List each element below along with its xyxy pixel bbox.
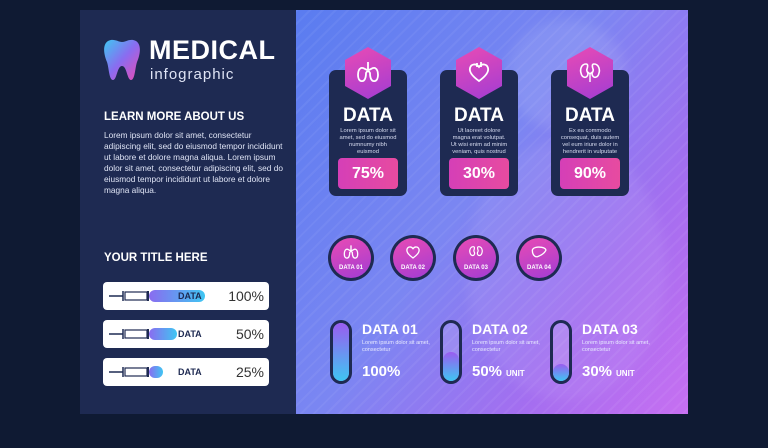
gauge-title: DATA 02 (472, 321, 528, 337)
data-card-text: Ut laoreet dolore magna erat volutpat. U… (450, 128, 508, 155)
syringe-percent: 25% (235, 364, 264, 380)
heart-icon (468, 62, 490, 83)
data-card-percent: 75% (338, 158, 398, 189)
about-text: Lorem ipsum dolor sit amet, consectetur … (104, 130, 283, 195)
gauge-unit: UNIT (506, 369, 525, 378)
gauge-tube (550, 320, 572, 384)
infographic-card: MEDICAL infographic LEARN MORE ABOUT US … (80, 10, 688, 414)
data-circle: DATA 04 (516, 235, 562, 281)
syringe-row: DATA 25% (103, 358, 269, 386)
gauge-title: DATA 03 (582, 321, 638, 337)
data-circle-label: DATA 03 (464, 265, 488, 271)
kidneys-icon (469, 246, 483, 257)
syringe-label: DATA (178, 291, 202, 301)
syringe-icon (109, 366, 163, 378)
brand-subtitle: infographic (150, 66, 235, 83)
data-circle: DATA 01 (328, 235, 374, 281)
syringe-row: DATA 100% (103, 282, 269, 310)
syringe-icon (109, 328, 177, 340)
heart-icon (406, 246, 420, 259)
data-card-title: DATA (454, 105, 504, 126)
gauge-value: 30% UNIT (582, 363, 635, 380)
data-card-text: Ex ea commodo consequat, duis autem vel … (560, 128, 620, 155)
data-circle-label: DATA 01 (339, 265, 363, 271)
syringe-fill (149, 366, 163, 378)
syringe-section-heading: YOUR TITLE HERE (104, 252, 208, 264)
gauge-tube (440, 320, 462, 384)
gauge-tube (330, 320, 352, 384)
data-card-percent: 30% (449, 158, 509, 189)
gauge-fill (333, 323, 349, 381)
syringe-label: DATA (178, 329, 202, 339)
right-panel: DATA Lorem ipsum dolor sit amet, sed do … (296, 10, 688, 414)
syringe-icon (109, 290, 205, 302)
left-panel: MEDICAL infographic LEARN MORE ABOUT US … (80, 10, 296, 414)
data-card-text: Lorem ipsum dolor sit amet, sed do eiusm… (339, 128, 397, 155)
kidneys-icon (579, 63, 601, 82)
data-circle-label: DATA 04 (527, 265, 551, 271)
data-card-title: DATA (565, 105, 615, 126)
gauge-fill (553, 363, 569, 381)
brand-title: MEDICAL (149, 35, 276, 65)
data-card-title: DATA (343, 105, 393, 126)
gauge-unit: UNIT (616, 369, 635, 378)
data-card-percent: 90% (560, 158, 620, 189)
gauge-title: DATA 01 (362, 321, 418, 337)
data-circle-label: DATA 02 (401, 265, 425, 271)
syringe-row: DATA 50% (103, 320, 269, 348)
kidneys-hex-badge (567, 47, 613, 99)
lungs-icon (343, 245, 359, 259)
liver-icon (531, 246, 547, 258)
gauge-value: 100% (362, 363, 401, 380)
data-circle: DATA 02 (390, 235, 436, 281)
gauge-fill (443, 352, 459, 381)
gauge-value: 50% UNIT (472, 363, 525, 380)
tooth-logo-icon (104, 39, 140, 80)
gauge-text: Lorem ipsum dolor sit amet, consectetur (472, 340, 540, 353)
syringe-fill (149, 328, 177, 340)
data-circle: DATA 03 (453, 235, 499, 281)
syringe-percent: 100% (228, 288, 264, 304)
gauge-text: Lorem ipsum dolor sit amet, consectetur (362, 340, 430, 353)
gauge-text: Lorem ipsum dolor sit amet, consectetur (582, 340, 650, 353)
about-heading: LEARN MORE ABOUT US (104, 111, 245, 123)
syringe-fill (149, 290, 205, 302)
lungs-icon (357, 62, 379, 83)
syringe-label: DATA (178, 367, 202, 377)
syringe-percent: 50% (235, 326, 264, 342)
